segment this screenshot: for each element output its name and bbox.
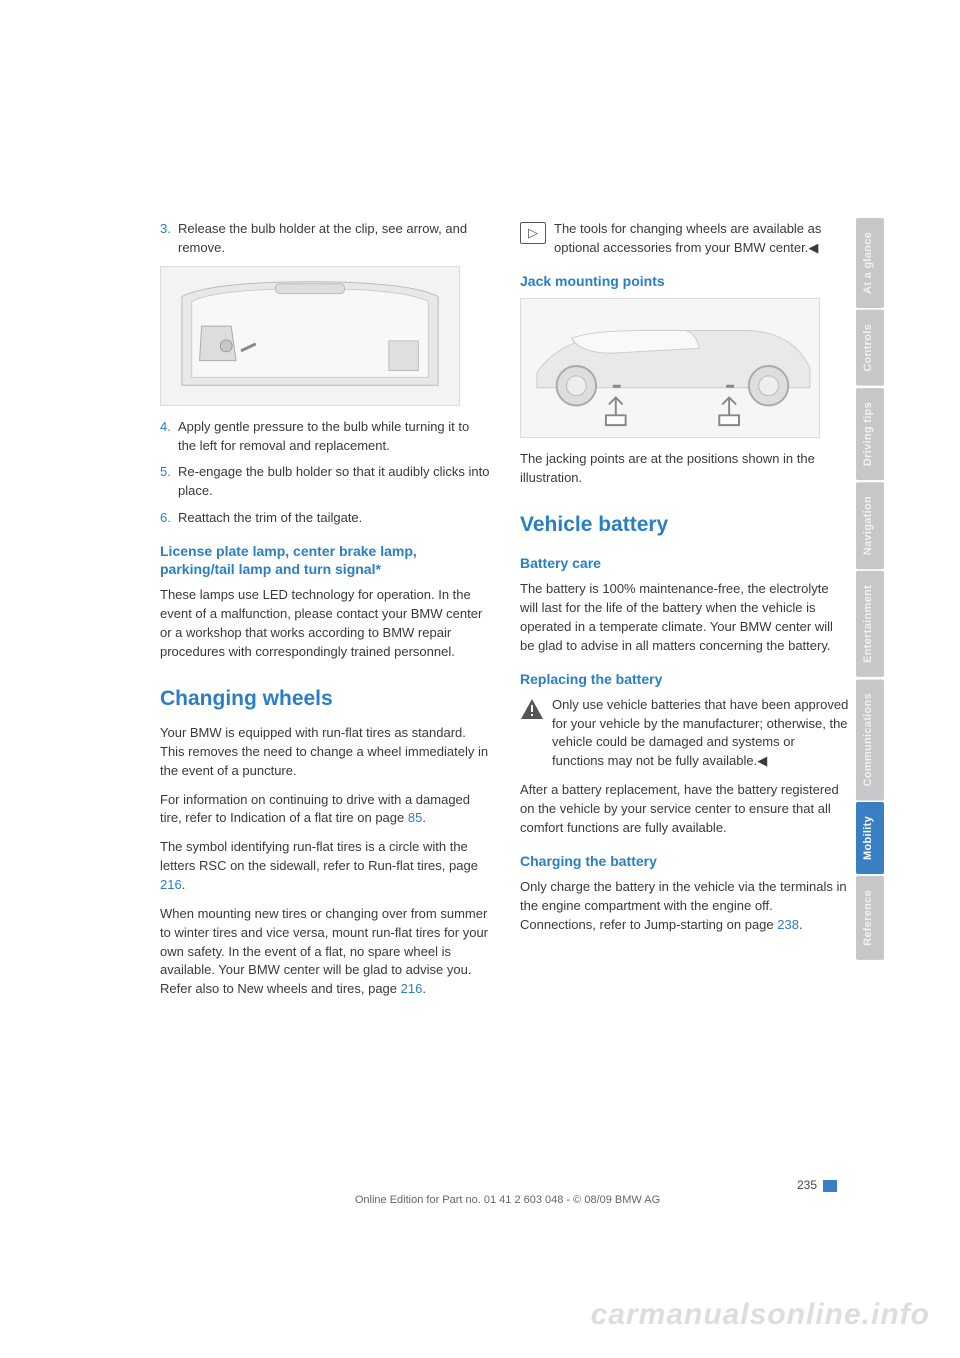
tab-communications[interactable]: Communications [856,679,884,800]
tip-tools: ▷ The tools for changing wheels are avai… [520,220,850,258]
tab-navigation[interactable]: Navigation [856,482,884,569]
right-column: ▷ The tools for changing wheels are avai… [520,220,850,1009]
step-text: Re-engage the bulb holder so that it aud… [178,463,490,501]
tip-text: The tools for changing wheels are availa… [554,220,850,258]
footer-line: Online Edition for Part no. 01 41 2 603 … [160,1194,855,1206]
text: . [182,877,186,892]
tab-reference[interactable]: Reference [856,876,884,960]
paragraph-replace: After a battery replacement, have the ba… [520,781,850,838]
step-number: 6. [160,509,178,528]
step-text: Release the bulb holder at the clip, see… [178,220,490,258]
tip-icon: ▷ [520,222,546,244]
step-4: 4. Apply gentle pressure to the bulb whi… [160,418,490,456]
jack-points-svg [521,299,819,437]
tab-entertainment[interactable]: Entertainment [856,571,884,677]
jack-points-illustration [520,298,820,438]
heading-charging-battery: Charging the battery [520,852,850,870]
heading-changing-wheels: Changing wheels [160,684,490,714]
heading-led-lamps: License plate lamp, center brake lamp, p… [160,542,490,578]
step-3: 3. Release the bulb holder at the clip, … [160,220,490,258]
warning-text: Only use vehicle batteries that have bee… [552,696,850,771]
page-link-216b[interactable]: 216 [401,981,423,996]
paragraph-charging: Only charge the battery in the vehicle v… [520,878,850,935]
page-link-85[interactable]: 85 [408,810,422,825]
content-columns: 3. Release the bulb holder at the clip, … [160,220,855,1009]
watermark: carmanualsonline.info [591,1298,930,1332]
step-text: Reattach the trim of the tailgate. [178,509,490,528]
page-footer: 235 Online Edition for Part no. 01 41 2 … [160,1178,855,1206]
page-number: 235 [160,1178,855,1192]
paragraph-wheels-1: Your BMW is equipped with run-flat tires… [160,724,490,781]
paragraph-battery-care: The battery is 100% maintenance-free, th… [520,580,850,655]
page-number-bar [823,1180,837,1192]
heading-battery-care: Battery care [520,554,850,572]
step-number: 4. [160,418,178,456]
manual-page: 3. Release the bulb holder at the clip, … [0,0,960,1358]
page-number-text: 235 [797,1178,817,1192]
warning-icon [520,698,544,720]
page-link-238[interactable]: 238 [777,917,799,932]
tailgate-illustration [160,266,460,406]
paragraph-wheels-4: When mounting new tires or changing over… [160,905,490,999]
tab-controls[interactable]: Controls [856,310,884,386]
left-column: 3. Release the bulb holder at the clip, … [160,220,490,1009]
tailgate-svg [161,267,459,405]
warning-battery: Only use vehicle batteries that have bee… [520,696,850,771]
step-number: 3. [160,220,178,258]
text: . [422,810,426,825]
page-link-216[interactable]: 216 [160,877,182,892]
tab-at-a-glance[interactable]: At a glance [856,218,884,308]
tab-driving-tips[interactable]: Driving tips [856,388,884,480]
heading-vehicle-battery: Vehicle battery [520,510,850,540]
heading-replacing-battery: Replacing the battery [520,670,850,688]
side-tabs: At a glance Controls Driving tips Naviga… [856,218,884,960]
step-text: Apply gentle pressure to the bulb while … [178,418,490,456]
paragraph-wheels-2: For information on continuing to drive w… [160,791,490,829]
text: . [422,981,426,996]
step-number: 5. [160,463,178,501]
paragraph-wheels-3: The symbol identifying run-flat tires is… [160,838,490,895]
paragraph-led: These lamps use LED technology for opera… [160,586,490,661]
tab-mobility[interactable]: Mobility [856,802,884,874]
step-5: 5. Re-engage the bulb holder so that it … [160,463,490,501]
text: . [799,917,803,932]
heading-jack-points: Jack mounting points [520,272,850,290]
step-6: 6. Reattach the trim of the tailgate. [160,509,490,528]
text: When mounting new tires or changing over… [160,906,488,996]
text: The symbol identifying run-flat tires is… [160,839,478,873]
paragraph-jack: The jacking points are at the positions … [520,450,850,488]
